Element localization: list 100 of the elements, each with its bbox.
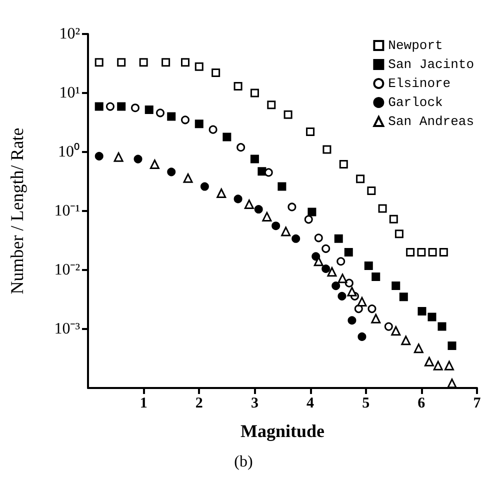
point <box>339 160 348 168</box>
point <box>167 112 176 121</box>
x-tick-label: 1 <box>140 396 148 412</box>
point <box>250 154 259 164</box>
point <box>222 132 232 142</box>
point <box>150 160 160 169</box>
point <box>332 282 340 290</box>
point <box>401 336 411 346</box>
x-tick-label: 7 <box>473 396 482 412</box>
point <box>130 104 140 112</box>
point <box>347 286 357 296</box>
point <box>428 312 436 322</box>
point <box>338 292 346 300</box>
point <box>414 344 424 354</box>
point <box>334 234 343 243</box>
point <box>234 194 242 204</box>
point <box>284 110 292 119</box>
legend-label: San Andreas <box>388 114 474 129</box>
x-tick-label: 2 <box>195 396 203 412</box>
point <box>354 304 363 314</box>
point <box>344 248 353 256</box>
legend-label: Elsinore <box>388 76 451 91</box>
point <box>372 272 380 281</box>
point <box>368 304 376 314</box>
point <box>250 88 259 98</box>
point <box>267 100 276 110</box>
point <box>244 200 254 210</box>
y-tick-label: 10⁻¹ <box>54 202 80 220</box>
y-tick-label: 10² <box>59 26 80 42</box>
point <box>183 173 193 183</box>
point <box>327 267 337 277</box>
point <box>308 208 316 216</box>
point <box>156 108 164 118</box>
point <box>94 58 104 67</box>
y-tick-label: 10⁻³ <box>54 320 80 338</box>
point <box>208 125 218 134</box>
point <box>338 274 348 284</box>
x-tick-label: 6 <box>418 396 426 412</box>
point <box>428 248 437 256</box>
point <box>418 306 426 316</box>
point <box>234 82 242 91</box>
point <box>236 143 246 152</box>
point <box>433 360 443 370</box>
point <box>364 262 373 270</box>
point <box>114 152 124 162</box>
point <box>394 230 404 238</box>
point <box>306 128 315 136</box>
point <box>371 314 381 324</box>
point <box>448 342 456 350</box>
point <box>322 264 330 273</box>
point <box>200 182 209 191</box>
point <box>272 222 280 230</box>
point <box>292 234 300 243</box>
point <box>162 58 170 67</box>
point <box>212 68 220 78</box>
point <box>314 256 324 266</box>
point <box>216 188 226 198</box>
point <box>384 322 393 331</box>
point <box>367 186 376 196</box>
point <box>348 316 356 325</box>
x-tick-label: 4 <box>306 396 315 412</box>
legend-label: Newport <box>388 38 443 53</box>
point <box>358 332 366 341</box>
point <box>438 322 446 331</box>
y-tick-label: 10⁻² <box>54 262 80 278</box>
point <box>134 154 142 164</box>
point <box>278 182 286 191</box>
y-tick-label: 10¹ <box>59 84 80 102</box>
point <box>356 174 365 184</box>
legend-label: San Jacinto <box>388 57 474 72</box>
point <box>139 58 148 67</box>
point <box>167 168 176 176</box>
point <box>447 378 457 388</box>
point <box>344 278 354 288</box>
point <box>281 226 291 236</box>
x-axis-title: Magnitude <box>240 421 325 441</box>
x-tick-label: 5 <box>362 396 370 412</box>
point <box>304 215 313 224</box>
point <box>322 145 332 154</box>
point <box>406 248 415 256</box>
point <box>194 120 204 128</box>
point <box>254 205 263 214</box>
point <box>288 202 296 212</box>
point <box>389 214 398 224</box>
point <box>314 234 323 242</box>
x-tick-label: 3 <box>250 396 258 412</box>
point <box>106 102 114 111</box>
point <box>444 360 454 370</box>
point <box>181 58 190 67</box>
y-axis-title: Number / Length/ Rate <box>7 128 27 294</box>
point <box>194 62 204 71</box>
point <box>322 244 330 253</box>
point <box>439 248 448 256</box>
point <box>258 167 266 176</box>
point <box>417 248 426 256</box>
point <box>181 116 190 124</box>
point <box>399 292 408 302</box>
point <box>357 296 367 306</box>
point <box>117 58 126 67</box>
y-tick-label: 10⁰ <box>58 142 80 160</box>
